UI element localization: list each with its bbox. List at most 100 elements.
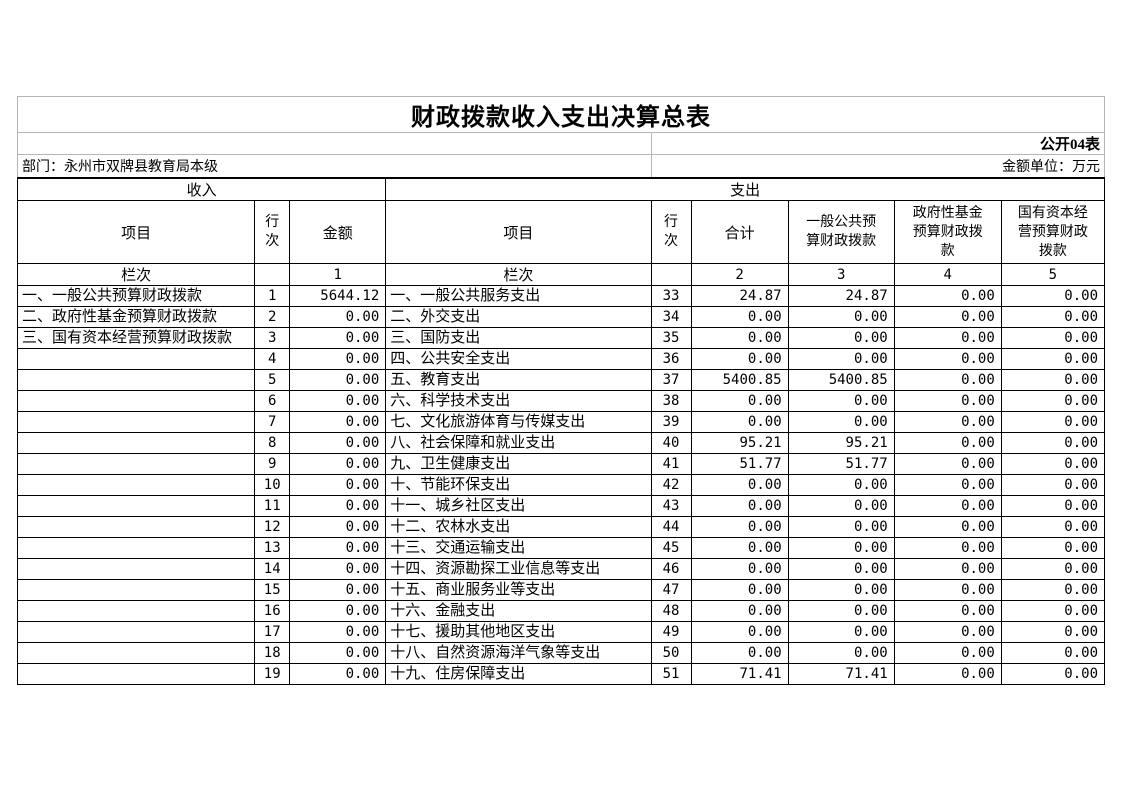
expense-total-cell: 0.00 xyxy=(690,537,789,559)
revenue-item-cell xyxy=(16,537,256,559)
expense-total-cell: 71.41 xyxy=(690,663,789,685)
expense-total-cell: 0.00 xyxy=(690,558,789,580)
expense-general-cell: 0.00 xyxy=(787,390,895,412)
revenue-item-cell xyxy=(16,390,256,412)
expense-line-cell: 44 xyxy=(650,516,692,538)
revenue-line-cell: 9 xyxy=(254,453,291,475)
expense-govfund-cell: 0.00 xyxy=(893,600,1002,622)
revenue-line-cell: 5 xyxy=(254,369,291,391)
expense-item-cell: 十、节能环保支出 xyxy=(385,474,652,496)
expense-statecap-cell: 0.00 xyxy=(1000,453,1106,475)
table-row: 4 0.00 四、公共安全支出 36 0.00 0.00 0.00 0.00 xyxy=(16,348,1106,370)
expense-govfund-cell: 0.00 xyxy=(893,621,1002,643)
expense-total-cell: 0.00 xyxy=(690,579,789,601)
expenditure-section-header: 支出 xyxy=(385,177,1105,201)
expense-line-cell: 42 xyxy=(650,474,692,496)
public-tag-spacer xyxy=(17,132,652,155)
expense-govfund-cell: 0.00 xyxy=(893,642,1002,664)
expense-item-cell: 十八、自然资源海洋气象等支出 xyxy=(385,642,652,664)
revenue-item-cell xyxy=(16,642,256,664)
expense-general-cell: 0.00 xyxy=(787,516,895,538)
expense-total-cell: 24.87 xyxy=(690,285,789,307)
expense-line-cell: 33 xyxy=(650,285,692,307)
section-row: 收入 支出 xyxy=(16,177,1105,201)
column-num-3: 3 xyxy=(787,263,895,286)
expense-item-cell: 十七、援助其他地区支出 xyxy=(385,621,652,643)
amount-unit-label: 金额单位：万元 xyxy=(650,154,1106,179)
table-row: 一、一般公共预算财政拨款 1 5644.12 一、一般公共服务支出 33 24.87 24.… xyxy=(16,285,1106,307)
expense-item-header: 项目 xyxy=(385,200,652,264)
revenue-amount-cell: 0.00 xyxy=(289,642,387,664)
expense-statecap-cell: 0.00 xyxy=(1000,285,1106,307)
revenue-line-cell: 18 xyxy=(254,642,291,664)
expense-item-cell: 十五、商业服务业等支出 xyxy=(385,579,652,601)
revenue-amount-cell: 0.00 xyxy=(289,621,387,643)
expense-statecap-cell: 0.00 xyxy=(1000,642,1106,664)
revenue-amount-cell: 0.00 xyxy=(289,558,387,580)
revenue-item-cell xyxy=(16,348,256,370)
expense-general-cell: 95.21 xyxy=(787,432,895,454)
expense-line-cell: 48 xyxy=(650,600,692,622)
expense-item-cell: 十二、农林水支出 xyxy=(385,516,652,538)
revenue-section-header: 收入 xyxy=(16,177,387,201)
expense-item-cell: 七、文化旅游体育与传媒支出 xyxy=(385,411,652,433)
table-row: 18 0.00 十八、自然资源海洋气象等支出 50 0.00 0.00 0.00 0.00 xyxy=(16,642,1106,664)
public-tag-row: 公开04表 xyxy=(17,132,1106,155)
expense-total-cell: 0.00 xyxy=(690,348,789,370)
revenue-line-cell: 10 xyxy=(254,474,291,496)
table-row: 11 0.00 十一、城乡社区支出 43 0.00 0.00 0.00 0.00 xyxy=(16,495,1106,517)
expense-line-cell: 50 xyxy=(650,642,692,664)
expense-total-cell: 0.00 xyxy=(690,306,789,328)
table-row: 6 0.00 六、科学技术支出 38 0.00 0.00 0.00 0.00 xyxy=(16,390,1106,412)
expense-statecap-cell: 0.00 xyxy=(1000,306,1106,328)
expense-govfund-cell: 0.00 xyxy=(893,537,1002,559)
expense-general-cell: 5400.85 xyxy=(787,369,895,391)
table-row: 16 0.00 十六、金融支出 48 0.00 0.00 0.00 0.00 xyxy=(16,600,1106,622)
expense-line-cell: 47 xyxy=(650,579,692,601)
revenue-amount-cell: 0.00 xyxy=(289,453,387,475)
revenue-item-cell xyxy=(16,453,256,475)
expense-general-cell: 0.00 xyxy=(787,642,895,664)
expense-statecap-cell: 0.00 xyxy=(1000,663,1106,685)
expense-total-cell: 0.00 xyxy=(690,411,789,433)
expense-total-cell: 0.00 xyxy=(690,495,789,517)
expense-item-cell: 八、社会保障和就业支出 xyxy=(385,432,652,454)
fiscal-appropriation-table: 财政拨款收入支出决算总表 公开04表 部门：永州市双牌县教育局本级 金额单位：万… xyxy=(16,96,1106,685)
revenue-item-cell xyxy=(16,474,256,496)
expense-line-cell: 36 xyxy=(650,348,692,370)
expense-general-cell: 0.00 xyxy=(787,348,895,370)
table-row: 7 0.00 七、文化旅游体育与传媒支出 39 0.00 0.00 0.00 0.00 xyxy=(16,411,1106,433)
expense-govfund-cell: 0.00 xyxy=(893,474,1002,496)
expense-statecap-cell: 0.00 xyxy=(1000,621,1106,643)
expense-govfund-cell: 0.00 xyxy=(893,453,1002,475)
expense-line-cell: 35 xyxy=(650,327,692,349)
revenue-item-cell xyxy=(16,411,256,433)
expense-general-cell: 51.77 xyxy=(787,453,895,475)
expense-total-cell: 0.00 xyxy=(690,600,789,622)
public-tag: 公开04表 xyxy=(650,132,1106,155)
revenue-line-cell: 4 xyxy=(254,348,291,370)
expense-govfund-cell: 0.00 xyxy=(893,411,1002,433)
table-row: 15 0.00 十五、商业服务业等支出 47 0.00 0.00 0.00 0.00 xyxy=(16,579,1106,601)
expense-govfund-cell: 0.00 xyxy=(893,432,1002,454)
department-label: 部门：永州市双牌县教育局本级 xyxy=(17,154,652,179)
revenue-amount-cell: 0.00 xyxy=(289,474,387,496)
revenue-item-cell xyxy=(16,516,256,538)
final-accounts-sheet: 财政拨款收入支出决算总表 公开04表 部门：永州市双牌县教育局本级 金额单位：万… xyxy=(16,96,1106,685)
revenue-line-cell: 8 xyxy=(254,432,291,454)
table-row: 17 0.00 十七、援助其他地区支出 49 0.00 0.00 0.00 0.00 xyxy=(16,621,1106,643)
expense-general-cell: 0.00 xyxy=(787,600,895,622)
page-title: 财政拨款收入支出决算总表 xyxy=(17,96,1105,133)
expense-general-cell: 24.87 xyxy=(787,285,895,307)
revenue-amount-cell: 0.00 xyxy=(289,663,387,685)
table-row: 三、国有资本经营预算财政拨款 3 0.00 三、国防支出 35 0.00 0.00 0.00 0… xyxy=(16,327,1106,349)
expense-govfund-cell: 0.00 xyxy=(893,516,1002,538)
revenue-item-cell: 二、政府性基金预算财政拨款 xyxy=(16,306,256,328)
expense-item-cell: 十三、交通运输支出 xyxy=(385,537,652,559)
revenue-amount-cell: 0.00 xyxy=(289,495,387,517)
expense-general-cell: 0.00 xyxy=(787,411,895,433)
revenue-amount-cell: 0.00 xyxy=(289,327,387,349)
expense-statecap-cell: 0.00 xyxy=(1000,369,1106,391)
revenue-line-cell: 6 xyxy=(254,390,291,412)
expense-general-cell: 71.41 xyxy=(787,663,895,685)
